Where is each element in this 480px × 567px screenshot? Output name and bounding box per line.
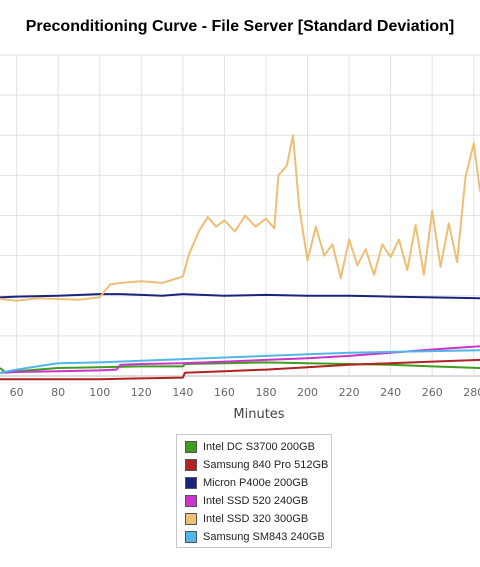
- series-line-samsung-sm843-240gb: [0, 349, 480, 374]
- legend-label: Intel DC S3700 200GB: [203, 441, 315, 453]
- x-tick-label: 80: [51, 386, 65, 399]
- x-tick-label: 220: [339, 386, 360, 399]
- legend-label: Micron P400e 200GB: [203, 477, 309, 489]
- chart-title: Preconditioning Curve - File Server [Sta…: [25, 18, 455, 35]
- x-tick-label: 260: [422, 386, 443, 399]
- legend-item: Samsung 840 Pro 512GB: [185, 456, 331, 474]
- x-tick-label: 240: [380, 386, 401, 399]
- x-tick-label: 100: [89, 386, 110, 399]
- x-tick-label: 200: [297, 386, 318, 399]
- legend-label: Samsung 840 Pro 512GB: [203, 459, 329, 471]
- x-tick-label: 180: [255, 386, 276, 399]
- legend-item: Intel SSD 520 240GB: [185, 492, 331, 510]
- legend-swatch: [185, 531, 197, 543]
- x-axis-label: Minutes: [233, 407, 284, 422]
- legend-swatch: [185, 513, 197, 525]
- series-line-intel-ssd-520-240gb: [0, 345, 480, 374]
- legend-swatch: [185, 477, 197, 489]
- legend-swatch: [185, 459, 197, 471]
- legend-label: Intel SSD 320 300GB: [203, 513, 309, 525]
- legend-label: Samsung SM843 240GB: [203, 531, 325, 543]
- legend-swatch: [185, 495, 197, 507]
- legend-item: Intel DC S3700 200GB: [185, 438, 331, 456]
- legend-item: Intel SSD 320 300GB: [185, 510, 331, 528]
- x-tick-label: 160: [214, 386, 235, 399]
- x-tick-labels: 60 80 100 120 140 160 180 200 220 240 260 280: [10, 386, 480, 399]
- x-tick-label: 120: [131, 386, 152, 399]
- x-tick-label: 60: [10, 386, 24, 399]
- legend-swatch: [185, 441, 197, 453]
- series-line-micron-p400e-200gb: [0, 293, 480, 300]
- x-tick-label: 140: [172, 386, 193, 399]
- legend-item: Micron P400e 200GB: [185, 474, 331, 492]
- legend-label: Intel SSD 520 240GB: [203, 495, 309, 507]
- series-line-samsung-840-pro-512gb: [0, 358, 480, 381]
- legend: Intel DC S3700 200GB Samsung 840 Pro 512G…: [176, 434, 332, 548]
- x-tick-label: 280: [463, 386, 480, 399]
- grid: [0, 54, 480, 377]
- series-line-intel-ssd-320-300gb: [0, 134, 480, 302]
- series-lines: [0, 134, 480, 381]
- legend-item: Samsung SM843 240GB: [185, 528, 331, 546]
